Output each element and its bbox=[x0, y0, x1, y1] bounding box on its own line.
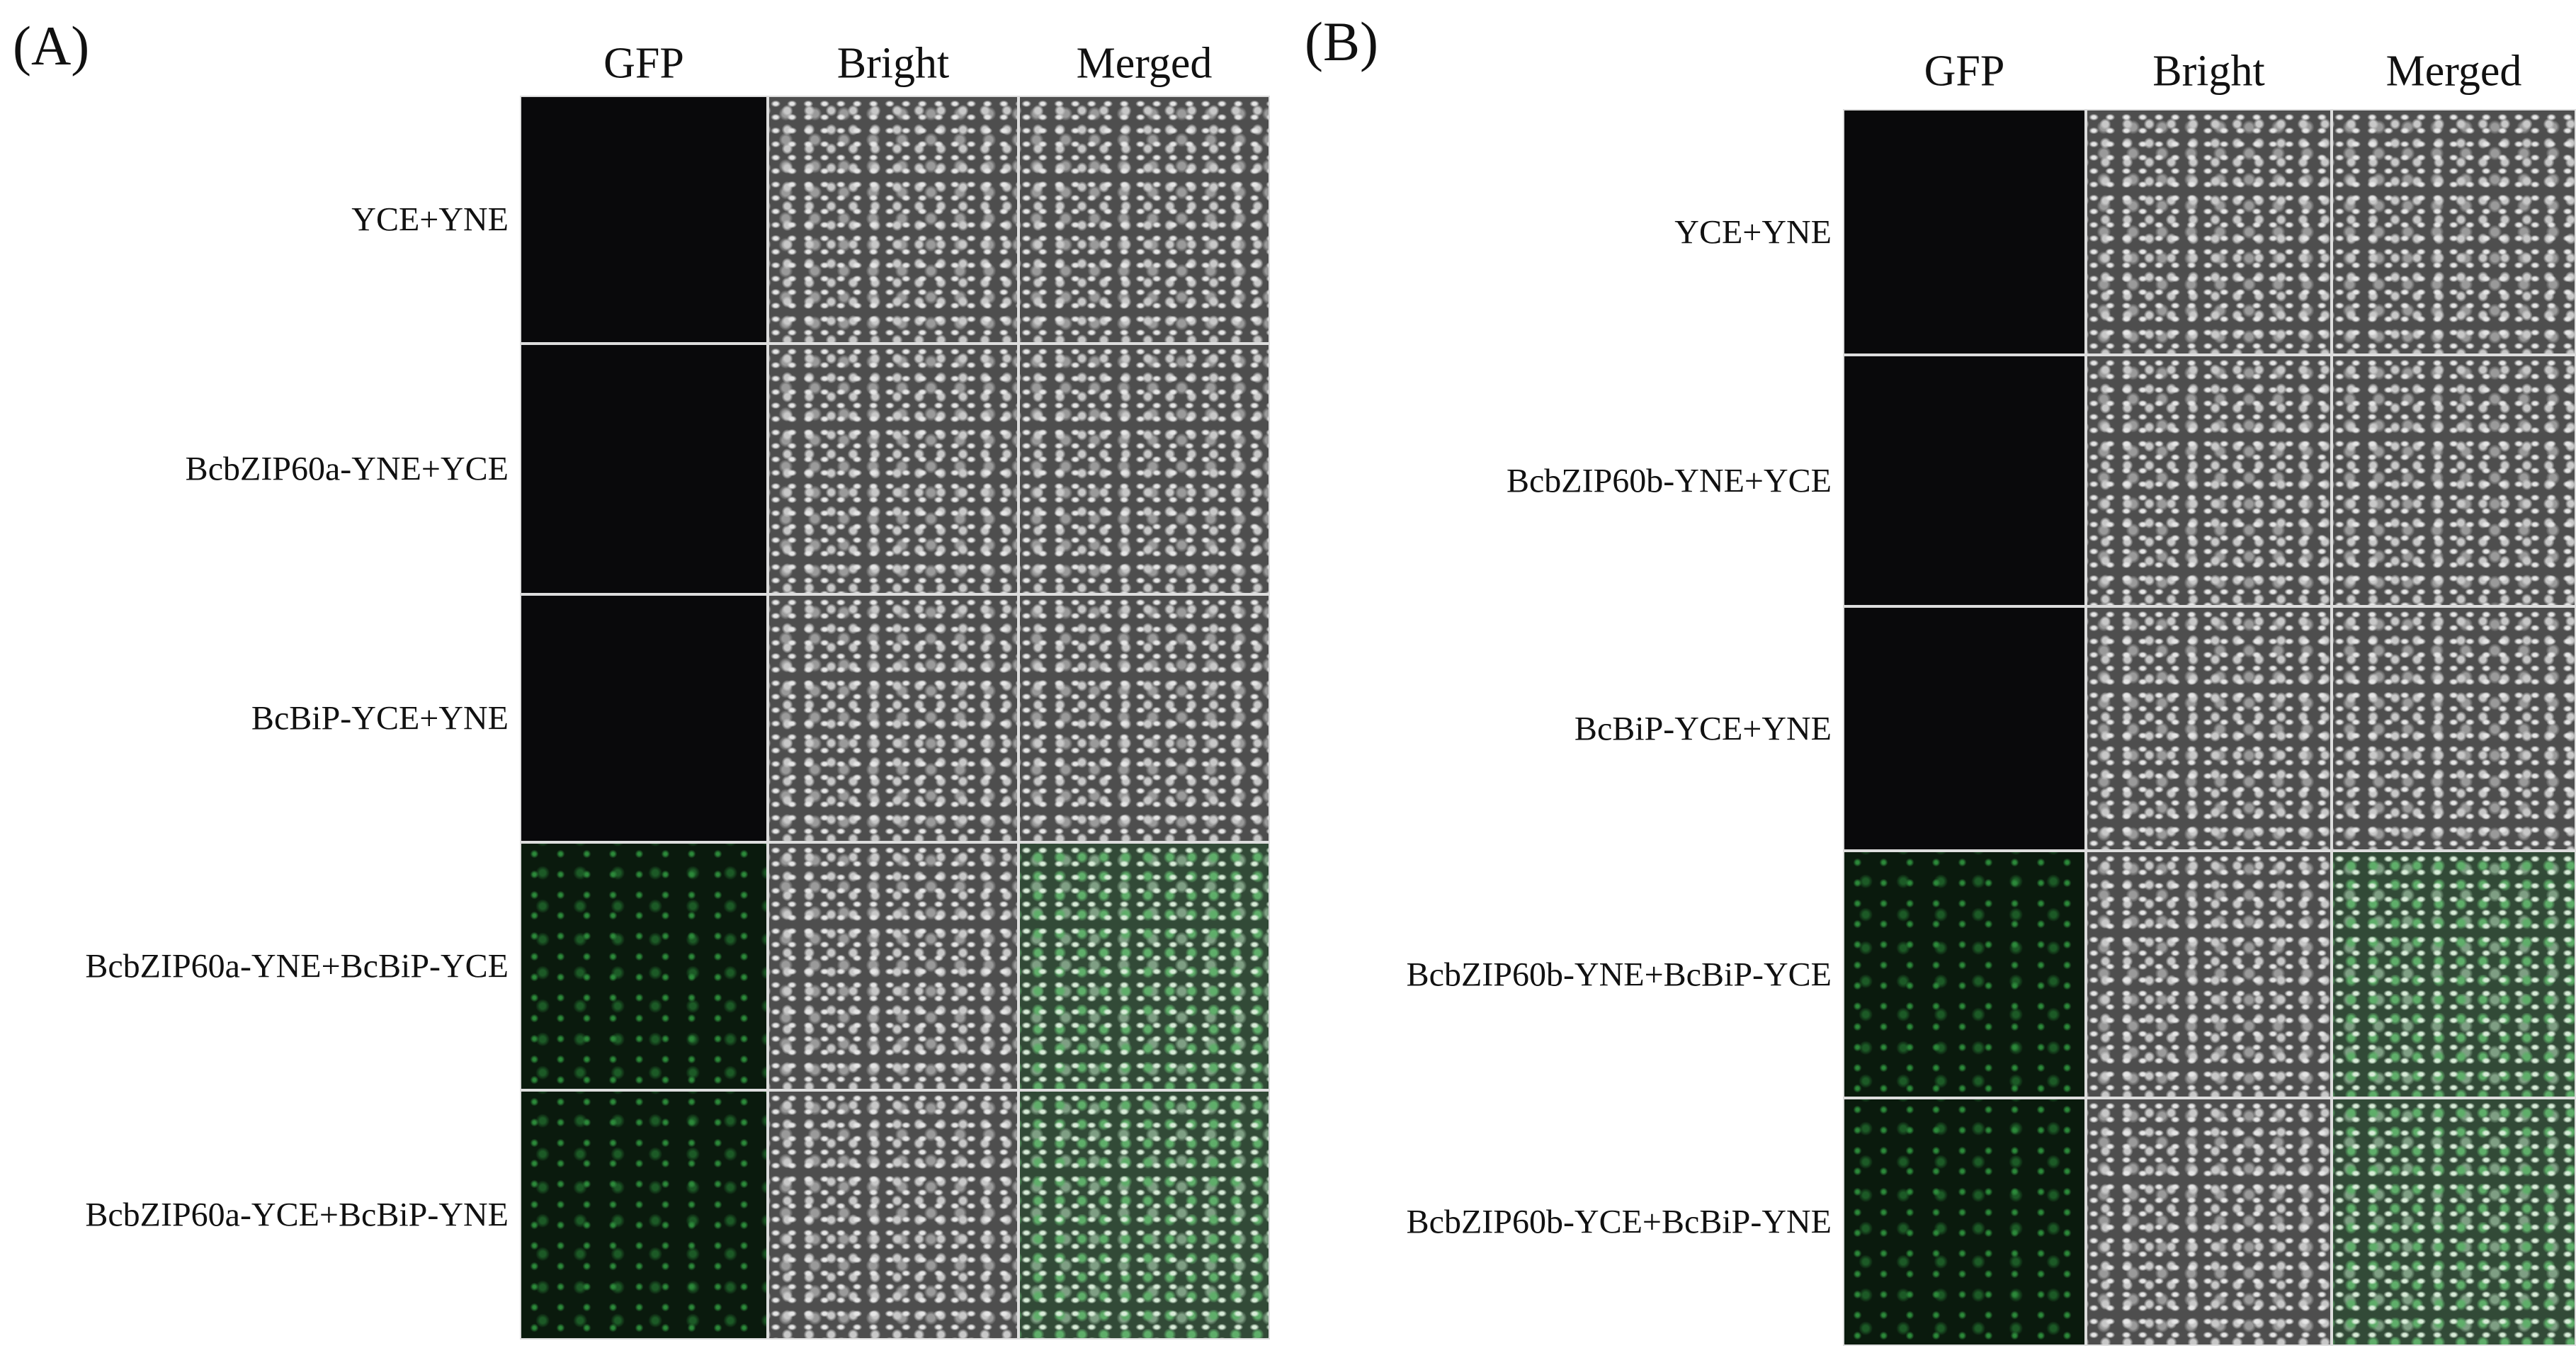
micrograph bbox=[768, 344, 1019, 594]
micrograph bbox=[1843, 355, 2086, 606]
row-label: BcbZIP60a-YCE+BcBiP-YNE bbox=[85, 1196, 509, 1234]
micrograph bbox=[768, 594, 1019, 842]
micrograph bbox=[768, 1090, 1019, 1340]
micrograph bbox=[520, 842, 768, 1090]
row-label: BcbZIP60b-YCE+BcBiP-YNE bbox=[1406, 1203, 1832, 1241]
micrograph bbox=[2086, 851, 2332, 1098]
micrograph bbox=[1843, 109, 2086, 355]
micrograph bbox=[520, 1090, 768, 1340]
micrograph bbox=[1019, 594, 1270, 842]
panel-label: (A) bbox=[13, 15, 90, 77]
micrograph bbox=[768, 96, 1019, 344]
row-label: YCE+YNE bbox=[351, 200, 509, 239]
micrograph bbox=[2086, 355, 2332, 606]
micrograph bbox=[2332, 109, 2576, 355]
micrograph bbox=[2332, 1098, 2576, 1346]
row-label: BcBiP-YCE+YNE bbox=[1574, 710, 1832, 747]
micrograph bbox=[2332, 606, 2576, 851]
micrograph bbox=[768, 842, 1019, 1090]
row-label: BcbZIP60b-YNE+YCE bbox=[1506, 462, 1832, 499]
panel-label: (B) bbox=[1305, 11, 1378, 72]
micrograph bbox=[1843, 1098, 2086, 1346]
column-header: Bright bbox=[2152, 47, 2265, 96]
micrograph bbox=[1019, 1090, 1270, 1340]
micrograph bbox=[2332, 355, 2576, 606]
row-label: BcbZIP60b-YNE+BcBiP-YCE bbox=[1406, 956, 1832, 993]
micrograph bbox=[520, 344, 768, 594]
micrograph bbox=[520, 594, 768, 842]
micrograph bbox=[1019, 344, 1270, 594]
column-header: Merged bbox=[2385, 47, 2522, 96]
column-header: Merged bbox=[1076, 39, 1213, 88]
row-label: BcbZIP60a-YNE+YCE bbox=[185, 450, 509, 488]
column-header: Bright bbox=[836, 39, 950, 88]
micrograph bbox=[1843, 851, 2086, 1098]
column-header: GFP bbox=[603, 39, 684, 88]
micrograph bbox=[1843, 606, 2086, 851]
micrograph bbox=[2086, 606, 2332, 851]
micrograph bbox=[1019, 96, 1270, 344]
row-label: BcBiP-YCE+YNE bbox=[251, 699, 509, 737]
micrograph bbox=[2332, 851, 2576, 1098]
micrograph bbox=[2086, 1098, 2332, 1346]
micrograph bbox=[1019, 842, 1270, 1090]
row-label: YCE+YNE bbox=[1674, 213, 1832, 251]
column-header: GFP bbox=[1924, 47, 2005, 96]
row-label: BcbZIP60a-YNE+BcBiP-YCE bbox=[85, 947, 509, 985]
micrograph bbox=[2086, 109, 2332, 355]
micrograph bbox=[520, 96, 768, 344]
